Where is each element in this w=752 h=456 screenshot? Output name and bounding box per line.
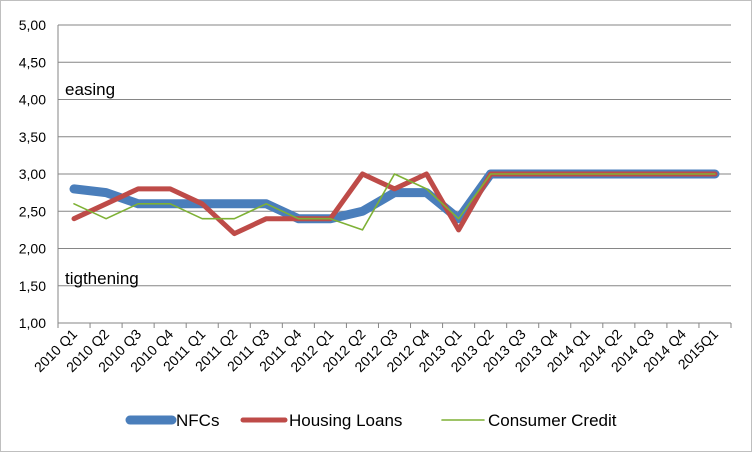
y-tick-label: 3,50: [19, 129, 46, 145]
y-tick-label: 3,00: [19, 166, 46, 182]
series-lines: [69, 169, 720, 237]
annotation-easing: easing: [65, 80, 115, 99]
y-tick-label: 2,50: [19, 203, 46, 219]
legend: NFCs Housing Loans Consumer Credit: [125, 411, 617, 430]
y-tick-label: 2,00: [19, 241, 46, 257]
y-tick-label: 1,50: [19, 278, 46, 294]
y-tick-label: 5,00: [19, 17, 46, 33]
legend-label: Consumer Credit: [488, 411, 617, 430]
y-axis: 1,00 1,50 2,00 2,50 3,00 3,50 4,00 4,50 5,00: [19, 17, 59, 331]
y-tick-label: 4,50: [19, 54, 46, 70]
y-tick-label: 4,00: [19, 92, 46, 108]
legend-label: NFCs: [176, 411, 219, 430]
legend-label: Housing Loans: [289, 411, 402, 430]
y-tick-label: 1,00: [19, 315, 46, 331]
annotation-tightening: tigthening: [65, 269, 139, 288]
series-line-consumer-credit: [73, 173, 716, 231]
series-line-nfcs: [69, 169, 720, 224]
